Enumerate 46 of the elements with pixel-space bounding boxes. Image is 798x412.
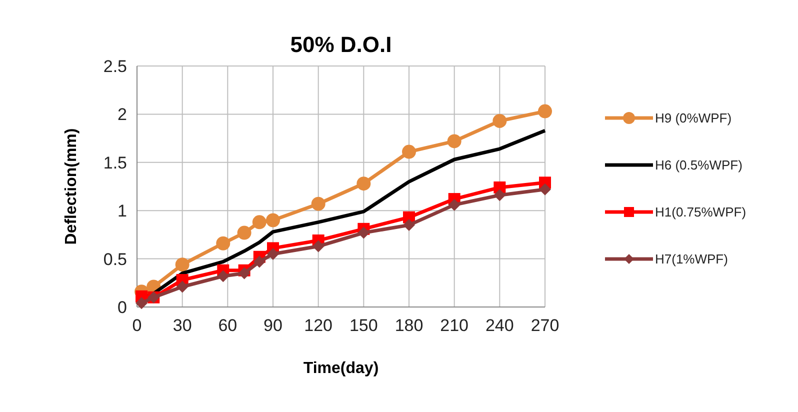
point: [356, 176, 371, 191]
x-tick-label: 60: [218, 316, 238, 335]
x-tick-label: 180: [394, 316, 424, 335]
y-tick-label: 2.5: [103, 56, 127, 76]
x-tick-label: 90: [264, 316, 282, 335]
point: [253, 256, 266, 268]
y-tick-label: 0: [118, 298, 127, 317]
point: [358, 226, 370, 239]
point: [267, 248, 279, 260]
y-tick-label: 1.5: [103, 153, 127, 172]
point: [403, 219, 415, 232]
x-tick-label: 210: [440, 316, 469, 335]
x-tick-label: 240: [485, 316, 514, 335]
point: [494, 189, 506, 202]
y-tick-label: 2: [118, 105, 127, 124]
x-tick-label: 270: [530, 316, 560, 335]
point: [216, 236, 230, 250]
point: [538, 104, 552, 118]
chart-title: 50% D.O.I: [290, 32, 392, 57]
point: [402, 144, 416, 159]
point: [492, 114, 507, 128]
x-tick-label: 0: [132, 316, 142, 335]
point: [266, 213, 280, 228]
point: [448, 198, 460, 211]
y-tick-label: 1: [118, 202, 127, 221]
point: [447, 134, 462, 148]
point: [136, 297, 148, 310]
y-axis-title: Deflection(mm): [63, 128, 80, 245]
point: [311, 196, 326, 211]
point: [237, 226, 252, 240]
x-tick-label: 30: [172, 316, 192, 335]
point: [252, 215, 266, 230]
point: [176, 280, 188, 293]
y-tick-label: 0.5: [103, 250, 127, 269]
legend-label: H1(0.75%WPF): [655, 204, 746, 220]
point: [238, 267, 250, 280]
x-tick-label: 120: [304, 316, 333, 335]
legend-label: H7(1%WPF): [655, 252, 728, 267]
legend-label: H9 (0%WPF): [655, 110, 732, 126]
point: [217, 270, 230, 282]
point: [539, 183, 551, 196]
point: [175, 258, 190, 272]
x-axis-title: Time(day): [303, 360, 379, 377]
point: [312, 240, 324, 252]
legend-label: H6 (0.5%WPF): [655, 158, 742, 173]
x-tick-label: 150: [349, 316, 378, 335]
